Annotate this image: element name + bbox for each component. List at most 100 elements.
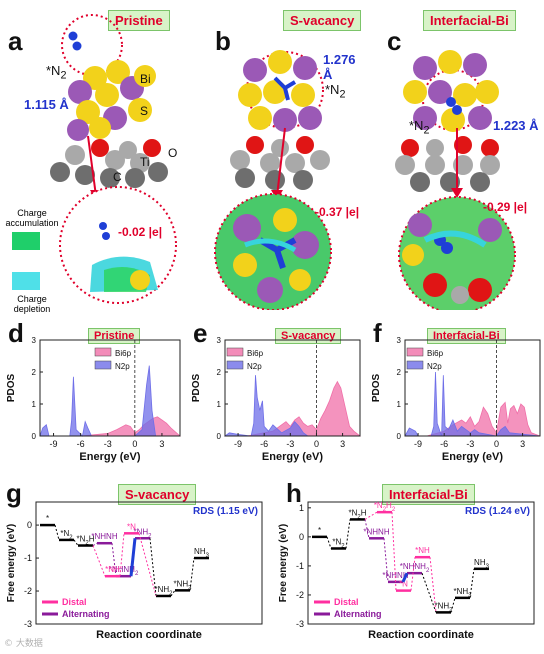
level-text: NH [474,558,486,567]
y-axis-label: PDOS [191,374,202,403]
y-tick-label: 0 [27,520,32,530]
level-text: *N [374,501,383,510]
adsorbate-sub-b: 2 [339,88,346,101]
legend-label-alternating: Alternating [62,609,110,619]
x-tick-label: -3 [466,439,474,449]
legend-swatch-bi6p [94,347,112,357]
y-tick-label: 3 [32,336,37,345]
energy-level-alternating-1-label: *NHNH [382,571,408,580]
x-tick-label: 3 [520,439,525,449]
energy-level-tail-1-label: *NH3 [453,587,472,599]
y-tick-label: 1 [299,503,304,513]
level-text: H [386,501,392,510]
level-text: *N [348,508,357,517]
level-text: *N [76,535,85,544]
y-axis-label: Free energy (eV) [278,524,289,602]
energy-level-shared-0-label: * [318,526,321,535]
level-text: *NHNH [363,527,389,536]
connector-alternating [92,542,98,546]
legend-label-n2p: N2p [115,362,130,371]
level-subscript: 3 [486,564,490,570]
adsorbate-label-a: *N2 [46,63,66,82]
plot-frame [35,501,263,625]
legend-label-bi6p: Bi6p [247,349,264,358]
structure-panel-a: a Pristine *N2 1.115 Å Bi S [0,0,185,310]
connector-tail [469,568,475,598]
legend-swatch-n2p [94,360,112,370]
level-subscript: 2 [383,507,387,513]
pdos-series-n2p [223,375,360,437]
level-text: *N [60,529,69,538]
connector-distal [391,512,397,591]
level-text: *NH [434,601,449,610]
level-text: *NHNH [400,562,426,571]
legend-label-n2p: N2p [427,362,442,371]
rds-step-highlight [401,572,409,583]
x-tick-label: -6 [77,439,85,449]
energy-level-shared-2-label: *N2H [76,535,94,547]
energy-level-tail-0-label: *NH2 [154,585,173,597]
bond-length-c: 1.223 Å [493,118,539,133]
level-subscript: 3 [188,585,192,591]
connector-tail [189,557,195,591]
level-subscript: 2 [169,591,173,597]
level-text: H [361,508,367,517]
x-tick-label: -9 [414,439,422,449]
x-tick-label: -9 [50,439,58,449]
pdos-series-bi6p [40,416,182,437]
charge-c: -0.29 |e| [483,200,528,214]
legend-accumulation-swatch [12,232,40,250]
watermark: © 大数据 [4,639,43,649]
energy-panel-h: h Interfacial-Bi 1 0 -1 -2 -3 Reaction coordi… [272,474,544,654]
energy-level-shared-0-label: * [46,514,49,523]
y-tick-label: -1 [24,553,32,563]
level-subscript: 2 [85,541,89,547]
legend-swatch-bi6p [406,347,424,357]
adsorbate-label-c: *N2 [409,118,429,137]
level-subscript: 2 [357,514,361,520]
bond-length-a: 1.115 Å [24,97,69,112]
x-tick-label: -3 [104,439,112,449]
y-tick-label: 1 [32,400,37,409]
y-tick-label: 1 [217,400,222,409]
connector-shared [73,539,79,546]
level-text: *NH [105,565,120,574]
atom-label-ti: Ti [140,155,150,169]
adsorbate-text-a: *N [46,63,61,78]
level-text: H [89,535,95,544]
x-tick-label: 0 [132,439,137,449]
connector-distal [410,557,416,591]
y-tick-label: 3 [397,336,402,345]
connector-shared [326,536,332,549]
legend-label-n2p: N2p [247,362,262,371]
structure-illustration-b [214,50,332,310]
level-text: *NH [133,527,148,536]
y-tick-label: 0 [217,432,222,441]
connector-tail [421,572,437,613]
y-tick-label: -1 [296,561,304,571]
panel-letter-b: b [215,26,231,56]
connector-alternating [383,538,389,582]
atom-label-o: O [168,146,178,160]
panel-letter-a: a [8,26,23,56]
legend-label-bi6p: Bi6p [427,349,444,358]
level-text: *NHNH [382,571,408,580]
energy-level-alternating-1-label: *NHNH2 [109,565,139,577]
tag-interfacial-bi: Interfacial-Bi [423,10,516,31]
connector-tail [170,590,176,597]
level-text: *NHNH [109,565,135,574]
plot-frame [224,339,361,437]
plot-frame [404,339,541,437]
rds-label: RDS (1.15 eV) [193,506,258,517]
bond-length-b: 1.276 Å [323,52,356,82]
connector-shared [345,519,351,549]
x-axis-label: Reaction coordinate [368,629,474,641]
level-subscript: 2 [341,543,345,549]
x-tick-label: -6 [440,439,448,449]
panel-letter-g: g [6,478,22,508]
connector-alternating [111,543,117,577]
connector-shared [54,524,60,541]
y-tick-label: 2 [32,368,37,377]
energy-tag-g: S-vacancy [118,484,197,505]
structure-panel-c: c Interfacial-Bi *N2 1.223 Å -0 [365,0,544,310]
